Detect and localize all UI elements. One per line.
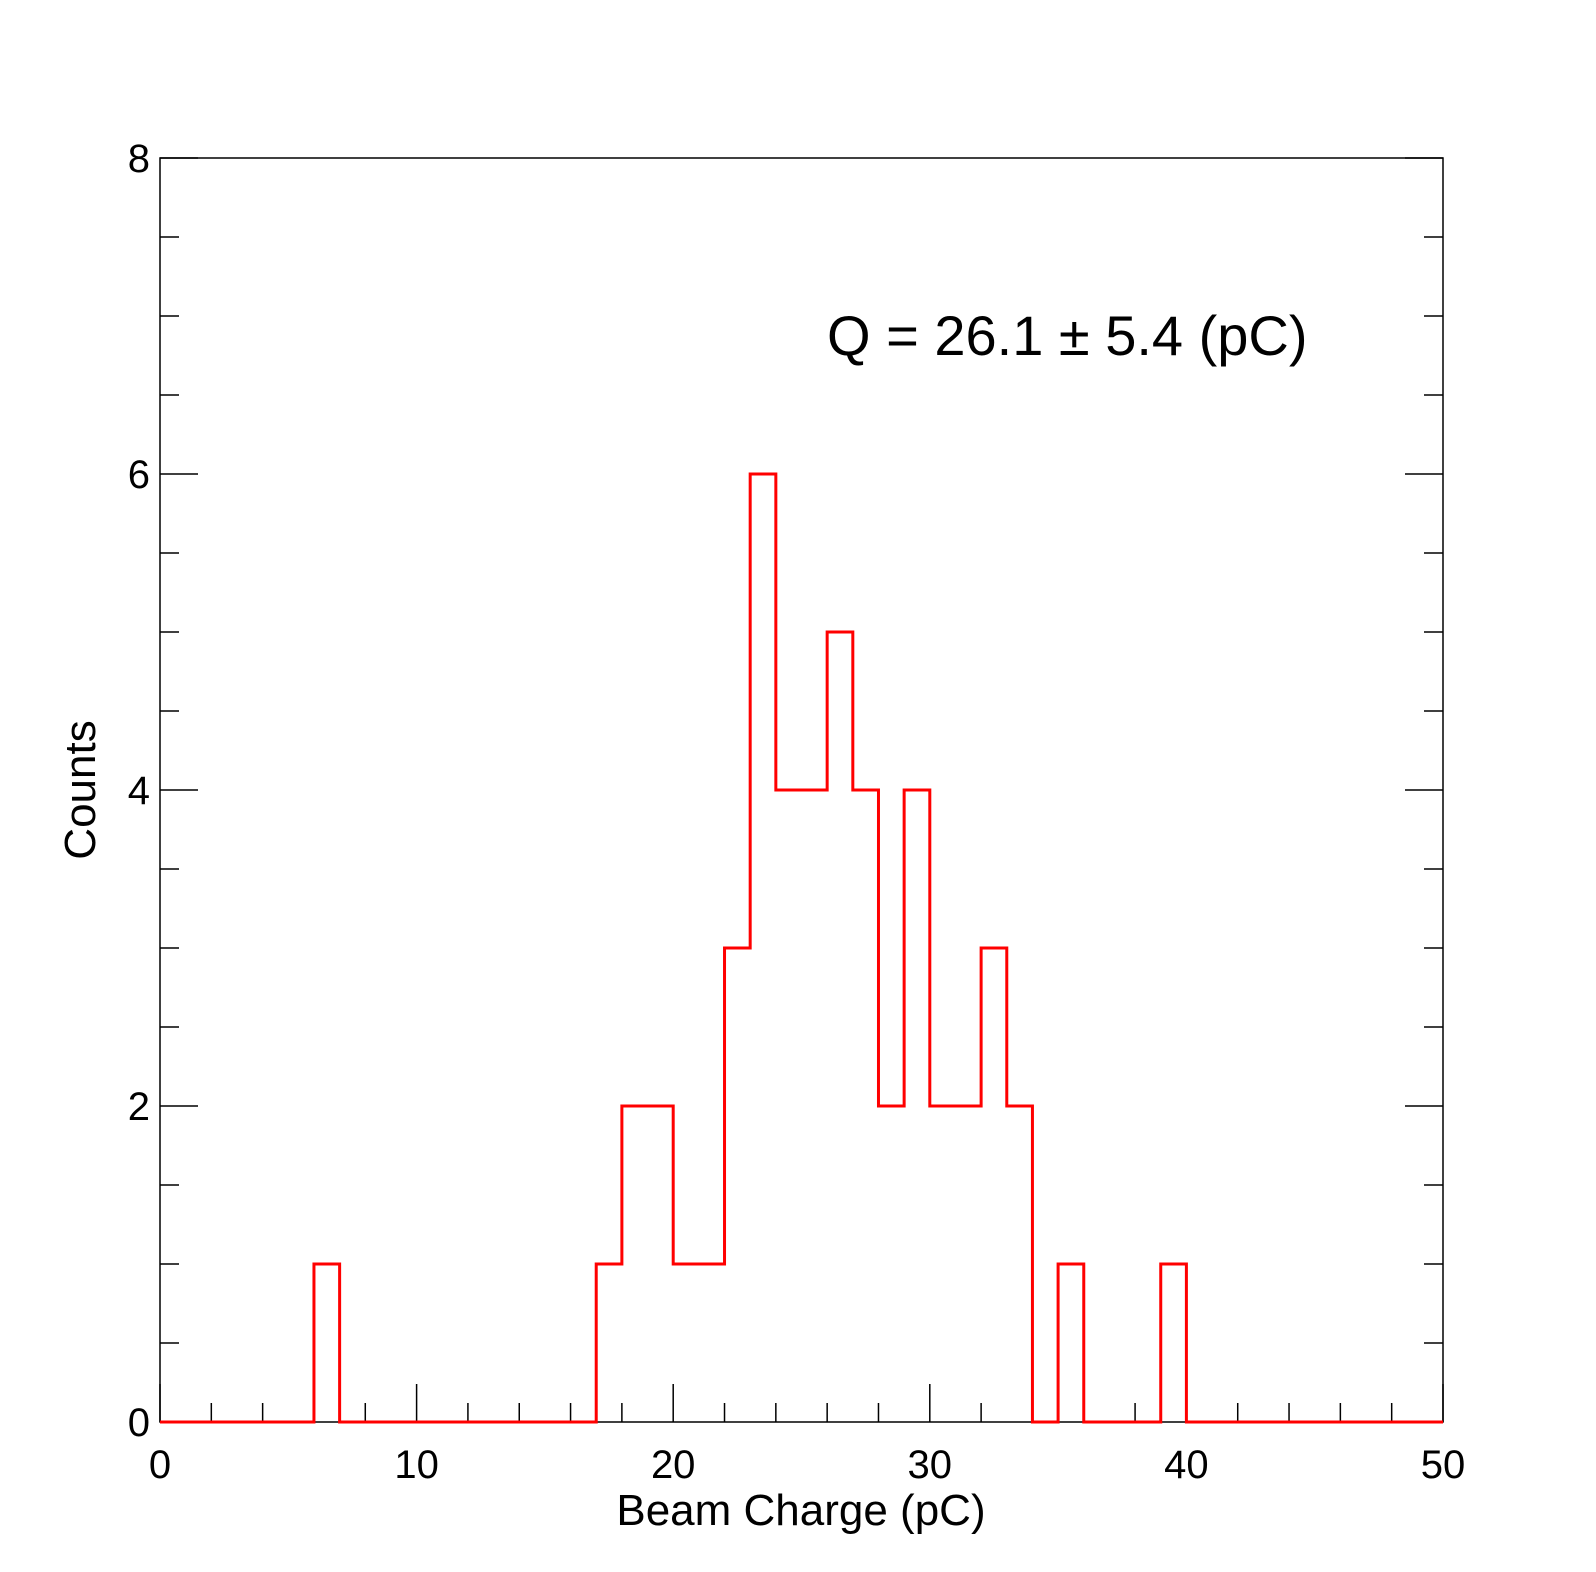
x-tick-label: 30 bbox=[908, 1443, 953, 1487]
stats-annotation: Q = 26.1 ± 5.4 (pC) bbox=[827, 304, 1308, 367]
y-tick-label: 4 bbox=[128, 769, 150, 813]
x-axis-title: Beam Charge (pC) bbox=[616, 1486, 985, 1535]
x-tick-label: 50 bbox=[1421, 1443, 1466, 1487]
x-axis-ticks: 0 10 20 30 40 50 bbox=[149, 1384, 1465, 1487]
y-tick-label: 6 bbox=[128, 453, 150, 497]
x-tick-label: 20 bbox=[651, 1443, 696, 1487]
x-tick-label: 10 bbox=[394, 1443, 439, 1487]
y-axis-title: Counts bbox=[56, 720, 105, 859]
histogram-series-line bbox=[160, 472, 1443, 1424]
x-tick-label: 40 bbox=[1164, 1443, 1209, 1487]
x-tick-label: 0 bbox=[149, 1443, 171, 1487]
y-axis-ticks: 0 2 4 6 8 bbox=[128, 137, 1443, 1445]
y-tick-label: 2 bbox=[128, 1085, 150, 1129]
y-tick-label: 0 bbox=[128, 1401, 150, 1445]
y-tick-label: 8 bbox=[128, 137, 150, 181]
